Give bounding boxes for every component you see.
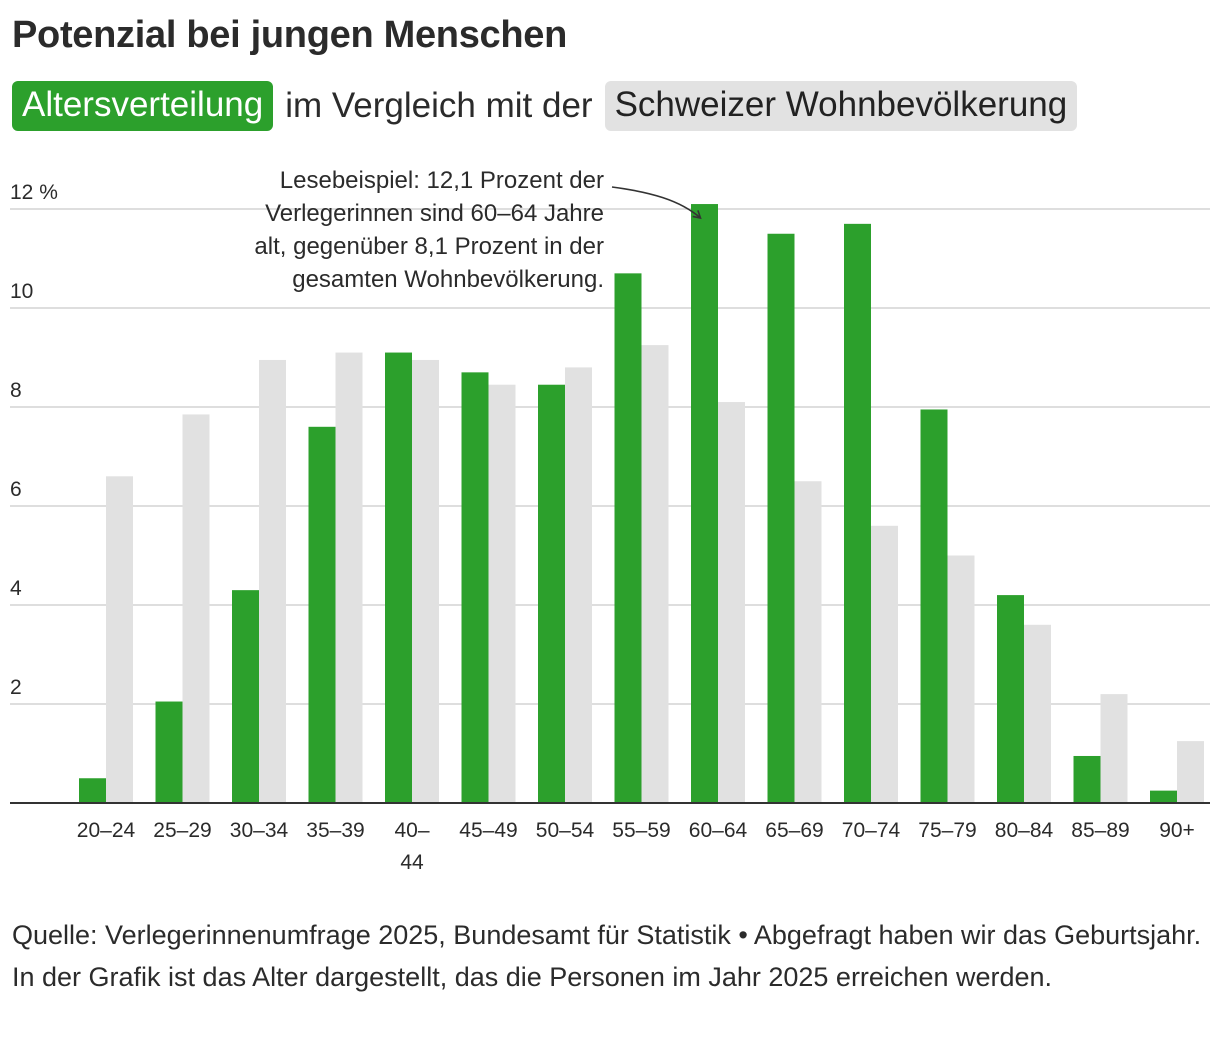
y-tick-label: 12 % bbox=[10, 181, 58, 204]
annotation-text: gesamten Wohnbevölkerung. bbox=[292, 266, 604, 293]
annotation-arrow bbox=[611, 186, 702, 220]
x-tick-label: 45–49 bbox=[459, 819, 517, 842]
bar-altersverteilung bbox=[614, 273, 642, 804]
legend-wohnbevoelkerung: Schweizer Wohnbevölkerung bbox=[604, 81, 1078, 131]
bar-altersverteilung bbox=[997, 595, 1024, 803]
bar-wohnbevoelkerung bbox=[565, 367, 592, 803]
subtitle-connector: im Vergleich mit der bbox=[285, 86, 593, 125]
bar-altersverteilung bbox=[920, 409, 948, 803]
y-tick-label: 4 bbox=[10, 577, 22, 600]
bar-altersverteilung bbox=[691, 204, 718, 804]
bar-wohnbevoelkerung bbox=[106, 476, 133, 803]
y-tick-label: 2 bbox=[10, 676, 22, 699]
x-tick-label: 80–84 bbox=[995, 819, 1054, 842]
bar-wohnbevoelkerung bbox=[259, 359, 286, 803]
bar-altersverteilung bbox=[1073, 755, 1101, 803]
bar-wohnbevoelkerung bbox=[182, 414, 210, 803]
bar-altersverteilung bbox=[385, 352, 412, 803]
bar-altersverteilung bbox=[79, 778, 106, 803]
chart-title: Potenzial bei jungen Menschen bbox=[12, 14, 568, 56]
annotation-text: alt, gegenüber 8,1 Prozent in der bbox=[254, 233, 604, 260]
annotation-text: Lesebeispiel: 12,1 Prozent der bbox=[280, 167, 604, 194]
bar-altersverteilung bbox=[308, 426, 336, 803]
x-tick-label: 30–34 bbox=[230, 819, 289, 842]
source-note: Quelle: Verlegerinnenumfrage 2025, Bunde… bbox=[12, 920, 1202, 992]
bars bbox=[79, 204, 1204, 804]
bar-wohnbevoelkerung bbox=[794, 481, 822, 803]
bar-wohnbevoelkerung bbox=[488, 384, 516, 803]
x-tick-label: 35–39 bbox=[306, 819, 364, 842]
x-tick-label: 50–54 bbox=[536, 819, 595, 842]
labels: 2 4 6 8 10 12 % 20–24 25–29 30–34 35–39 40– 44 45–49… bbox=[10, 181, 1195, 874]
x-tick-label: 44 bbox=[400, 851, 424, 874]
x-tick-label: 25–29 bbox=[153, 819, 211, 842]
bar-wohnbevoelkerung bbox=[718, 402, 745, 803]
bar-altersverteilung bbox=[1150, 790, 1177, 803]
bar-wohnbevoelkerung bbox=[412, 359, 439, 803]
x-tick-label: 60–64 bbox=[689, 819, 748, 842]
y-tick-label: 8 bbox=[10, 379, 22, 402]
bar-wohnbevoelkerung bbox=[1100, 694, 1128, 803]
bar-altersverteilung bbox=[767, 233, 795, 803]
bar-wohnbevoelkerung bbox=[947, 555, 975, 803]
annotation: Lesebeispiel: 12,1 Prozent der Verlegerin… bbox=[254, 167, 702, 293]
annotation-text: Verlegerinnen sind 60–64 Jahre bbox=[265, 200, 604, 227]
bar-altersverteilung bbox=[155, 701, 183, 803]
x-tick-label: 55–59 bbox=[612, 819, 670, 842]
y-tick-label: 10 bbox=[10, 280, 33, 303]
bar-wohnbevoelkerung bbox=[871, 525, 898, 803]
bar-wohnbevoelkerung bbox=[641, 345, 669, 803]
bar-chart: 2 4 6 8 10 12 % 20–24 25–29 30–34 35–39 40– 44 45–49… bbox=[10, 167, 1210, 874]
x-tick-label: 85–89 bbox=[1071, 819, 1129, 842]
x-tick-label: 40– bbox=[394, 819, 429, 842]
bar-altersverteilung bbox=[844, 223, 871, 804]
x-tick-label: 70–74 bbox=[842, 819, 901, 842]
bar-altersverteilung bbox=[538, 384, 565, 803]
x-tick-label: 65–69 bbox=[765, 819, 823, 842]
y-tick-label: 6 bbox=[10, 478, 22, 501]
chart-subtitle: Altersverteilung im Vergleich mit der Sc… bbox=[12, 78, 1078, 134]
bar-wohnbevoelkerung bbox=[335, 352, 363, 803]
bar-wohnbevoelkerung bbox=[1177, 741, 1204, 803]
bar-altersverteilung bbox=[461, 372, 489, 803]
x-tick-label: 90+ bbox=[1159, 819, 1195, 842]
bar-altersverteilung bbox=[232, 590, 259, 803]
legend-altersverteilung: Altersverteilung bbox=[12, 81, 274, 131]
bar-wohnbevoelkerung bbox=[1024, 624, 1051, 803]
x-tick-label: 20–24 bbox=[77, 819, 136, 842]
x-tick-label: 75–79 bbox=[918, 819, 976, 842]
